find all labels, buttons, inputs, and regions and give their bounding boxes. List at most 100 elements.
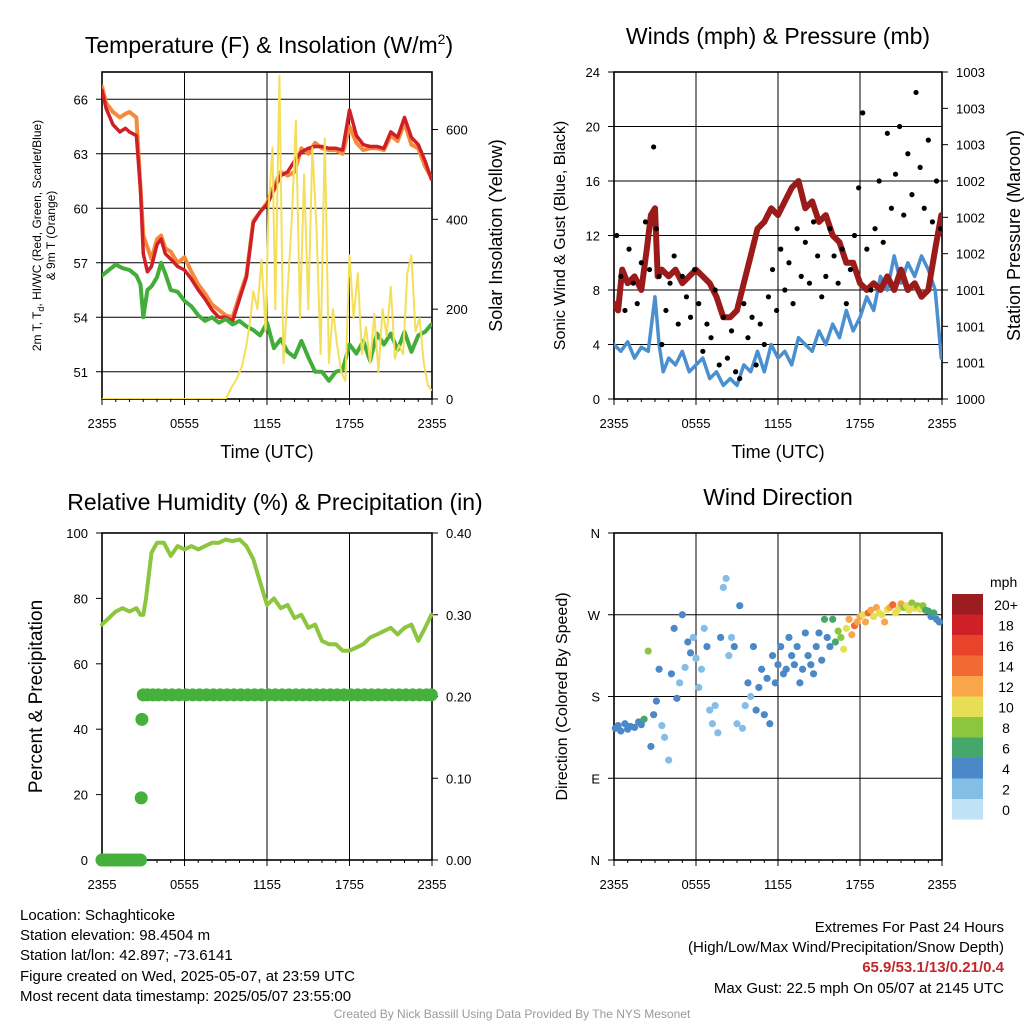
y-axis-label: 2m T, Td, HI/WC (Red, Green, Scarlet/Blu… bbox=[30, 120, 58, 351]
gust-point bbox=[618, 273, 624, 279]
y-axis-label: Direction (Colored By Speed) bbox=[554, 592, 571, 800]
colorbar-label: 4 bbox=[1002, 761, 1010, 777]
title-end: ) bbox=[445, 32, 453, 58]
direction-point bbox=[782, 665, 790, 673]
direction-point bbox=[692, 654, 700, 662]
y-tick-label: 80 bbox=[74, 591, 88, 606]
y-right-tick-label: 1001 bbox=[956, 319, 985, 334]
x-tick-label: 1755 bbox=[335, 416, 364, 431]
colorbar-swatch bbox=[952, 778, 983, 799]
direction-point bbox=[905, 606, 913, 614]
gust-point bbox=[929, 219, 936, 225]
y-tick-label: 63 bbox=[74, 147, 88, 162]
y-tick-label: W bbox=[588, 608, 601, 623]
chart-title: Relative Humidity (%) & Precipitation (i… bbox=[67, 489, 482, 515]
y-tick-label: 100 bbox=[66, 526, 88, 541]
colorbar-label: 2 bbox=[1002, 782, 1010, 798]
gust-point bbox=[897, 123, 903, 130]
y-right-tick-label: 1001 bbox=[956, 356, 985, 371]
y-right-tick-label: 1001 bbox=[956, 283, 985, 298]
station-info: Location: Schaghticoke Station elevation… bbox=[20, 906, 355, 1007]
title-superscript: 2 bbox=[438, 31, 446, 47]
y-axis-text: Sonic Wind & Gust (Blue, Black) bbox=[552, 121, 569, 350]
colorbar-label: 0 bbox=[1002, 802, 1010, 818]
gust-point bbox=[712, 287, 718, 293]
y-tick-label: 66 bbox=[74, 92, 88, 107]
direction-point bbox=[826, 642, 834, 651]
direction-point bbox=[617, 727, 625, 735]
extremes-values: 65.9/53.1/13/0.21/0.4 bbox=[862, 959, 1004, 977]
colorbar-swatch bbox=[952, 614, 983, 635]
gust-point bbox=[733, 369, 739, 375]
direction-point bbox=[741, 701, 749, 710]
x-tick-label: 2355 bbox=[418, 877, 447, 892]
y-right-axis-label: Station Pressure (Maroon) bbox=[1004, 130, 1024, 341]
direction-point bbox=[752, 706, 760, 714]
extremes-info: Extremes For Past 24 Hours (High/Low/Max… bbox=[688, 918, 1004, 999]
chart-title: Temperature (F) & Insolation (W/m2) bbox=[85, 31, 453, 58]
gust-point bbox=[892, 171, 899, 177]
panel-temperature: 2355 0555 1155 1755 2355 51 54 57 60 63 66 0 200 400 6… bbox=[30, 31, 506, 462]
direction-point bbox=[758, 665, 766, 673]
gust-point bbox=[675, 321, 681, 327]
gust-point bbox=[815, 253, 821, 259]
gust-point bbox=[843, 301, 849, 307]
x-tick-label: 1155 bbox=[764, 877, 792, 892]
y-axis-label-line1: 2m T, Td, HI/WC (Red, Green, Scarlet/Blu… bbox=[30, 120, 46, 351]
gust-point bbox=[626, 246, 632, 252]
gust-point bbox=[659, 341, 665, 348]
colorbar-label: 8 bbox=[1002, 720, 1010, 736]
x-tick-label: 0555 bbox=[682, 877, 711, 892]
gust-point bbox=[901, 212, 907, 218]
y-tick-label: 4 bbox=[593, 338, 600, 353]
y-tick-label: 60 bbox=[74, 657, 88, 672]
direction-point bbox=[667, 670, 676, 678]
colorbar-label: 12 bbox=[998, 679, 1014, 695]
direction-point bbox=[840, 645, 848, 653]
x-tick-label: 1155 bbox=[253, 416, 281, 431]
y-tick-label: E bbox=[591, 771, 600, 786]
direction-point bbox=[695, 683, 703, 692]
direction-point bbox=[686, 649, 695, 657]
y-right-tick-label: 0.20 bbox=[446, 690, 471, 705]
y-tick-label: 24 bbox=[586, 65, 600, 80]
direction-point bbox=[650, 711, 658, 719]
direction-point bbox=[719, 583, 727, 592]
gust-point bbox=[909, 192, 915, 198]
direction-point bbox=[859, 611, 867, 619]
direction-point bbox=[678, 611, 686, 619]
colorbar-label: 6 bbox=[1002, 741, 1010, 757]
gust-point bbox=[696, 301, 702, 307]
colorbar-swatch bbox=[952, 594, 983, 615]
y-right-tick-label: 1003 bbox=[956, 101, 985, 116]
chart-title: Winds (mph) & Pressure (mb) bbox=[626, 23, 930, 49]
direction-point bbox=[684, 638, 692, 646]
y-right-tick-label: 0 bbox=[446, 392, 453, 407]
gust-point bbox=[847, 266, 854, 273]
direction-point bbox=[647, 742, 655, 751]
gust-point bbox=[728, 328, 735, 334]
temperature-series bbox=[102, 74, 432, 399]
gust-point bbox=[683, 294, 690, 300]
y-tick-label: 51 bbox=[74, 365, 88, 380]
precip-point bbox=[135, 712, 149, 726]
gust-point bbox=[679, 273, 685, 279]
direction-point bbox=[848, 631, 856, 639]
gust-point bbox=[708, 335, 714, 341]
gust-point bbox=[638, 260, 644, 266]
colorbar-label: 16 bbox=[998, 638, 1014, 654]
direction-point bbox=[804, 652, 812, 660]
direction-point bbox=[829, 615, 837, 623]
y-tick-label: 60 bbox=[74, 201, 88, 216]
direction-point bbox=[689, 633, 697, 642]
colorbar-swatch bbox=[952, 737, 983, 758]
winds-series-line-0 bbox=[614, 254, 942, 388]
gust-point bbox=[741, 301, 747, 307]
gust-point bbox=[806, 280, 813, 286]
plot-frame bbox=[613, 71, 943, 400]
colorbar-swatch bbox=[952, 676, 983, 697]
gust-point bbox=[917, 164, 923, 170]
direction-point bbox=[812, 642, 820, 651]
gust-point bbox=[630, 280, 636, 286]
y-tick-label: 0 bbox=[81, 853, 88, 868]
